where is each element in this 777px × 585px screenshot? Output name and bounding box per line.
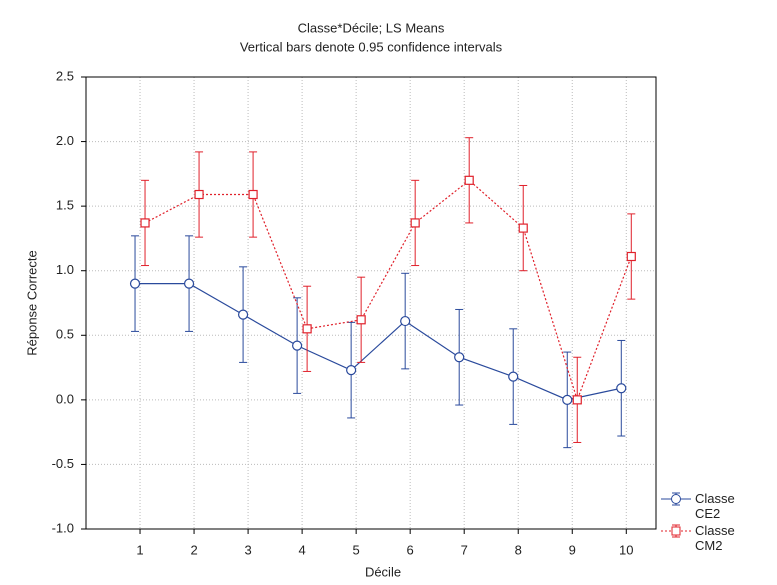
x-tick-label: 1	[136, 542, 143, 557]
marker	[464, 175, 474, 185]
marker	[140, 218, 150, 228]
plot-area	[86, 77, 656, 529]
y-tick-label: 1.0	[56, 262, 74, 277]
x-axis-label: Décile	[365, 564, 401, 579]
legend-label: Classe CM2	[695, 523, 735, 553]
y-tick-label: 2.0	[56, 133, 74, 148]
marker	[454, 352, 465, 363]
marker	[248, 189, 258, 200]
marker	[237, 309, 249, 320]
legend-marker	[671, 526, 681, 536]
marker	[346, 365, 357, 376]
marker	[572, 395, 582, 405]
y-tick-label: 2.5	[56, 68, 74, 83]
marker	[518, 223, 528, 233]
x-tick-label: 6	[407, 542, 414, 557]
x-tick-label: 2	[190, 542, 197, 557]
marker	[129, 278, 141, 289]
plot-frame	[85, 76, 657, 530]
marker	[410, 218, 420, 228]
marker	[562, 394, 573, 405]
marker	[302, 324, 312, 334]
marker	[183, 278, 195, 289]
legend-label: Classe CE2	[695, 491, 735, 521]
y-tick-label: 0.5	[56, 327, 74, 342]
x-tick-label: 4	[298, 542, 305, 557]
marker	[626, 251, 636, 262]
marker	[356, 315, 366, 325]
y-tick-label: -0.5	[52, 456, 74, 471]
marker	[292, 340, 303, 351]
y-tick-label: 0.0	[56, 391, 74, 406]
chart-title: Classe*Décile; LS Means	[298, 20, 445, 35]
chart-subtitle: Vertical bars denote 0.95 confidence int…	[240, 39, 503, 54]
x-tick-label: 8	[515, 542, 522, 557]
x-tick-label: 7	[461, 542, 468, 557]
marker	[508, 371, 519, 382]
marker	[194, 189, 204, 200]
y-axis-label: Réponse Correcte	[24, 250, 39, 356]
x-tick-label: 9	[569, 542, 576, 557]
y-tick-label: -1.0	[52, 520, 74, 535]
x-tick-label: 3	[244, 542, 251, 557]
x-tick-label: 5	[353, 542, 360, 557]
y-tick-label: 1.5	[56, 198, 74, 213]
marker	[616, 383, 627, 394]
x-tick-label: 10	[619, 542, 633, 557]
marker	[400, 315, 411, 327]
series-line	[135, 283, 622, 401]
legend-marker	[671, 494, 681, 504]
series-line	[144, 179, 632, 402]
